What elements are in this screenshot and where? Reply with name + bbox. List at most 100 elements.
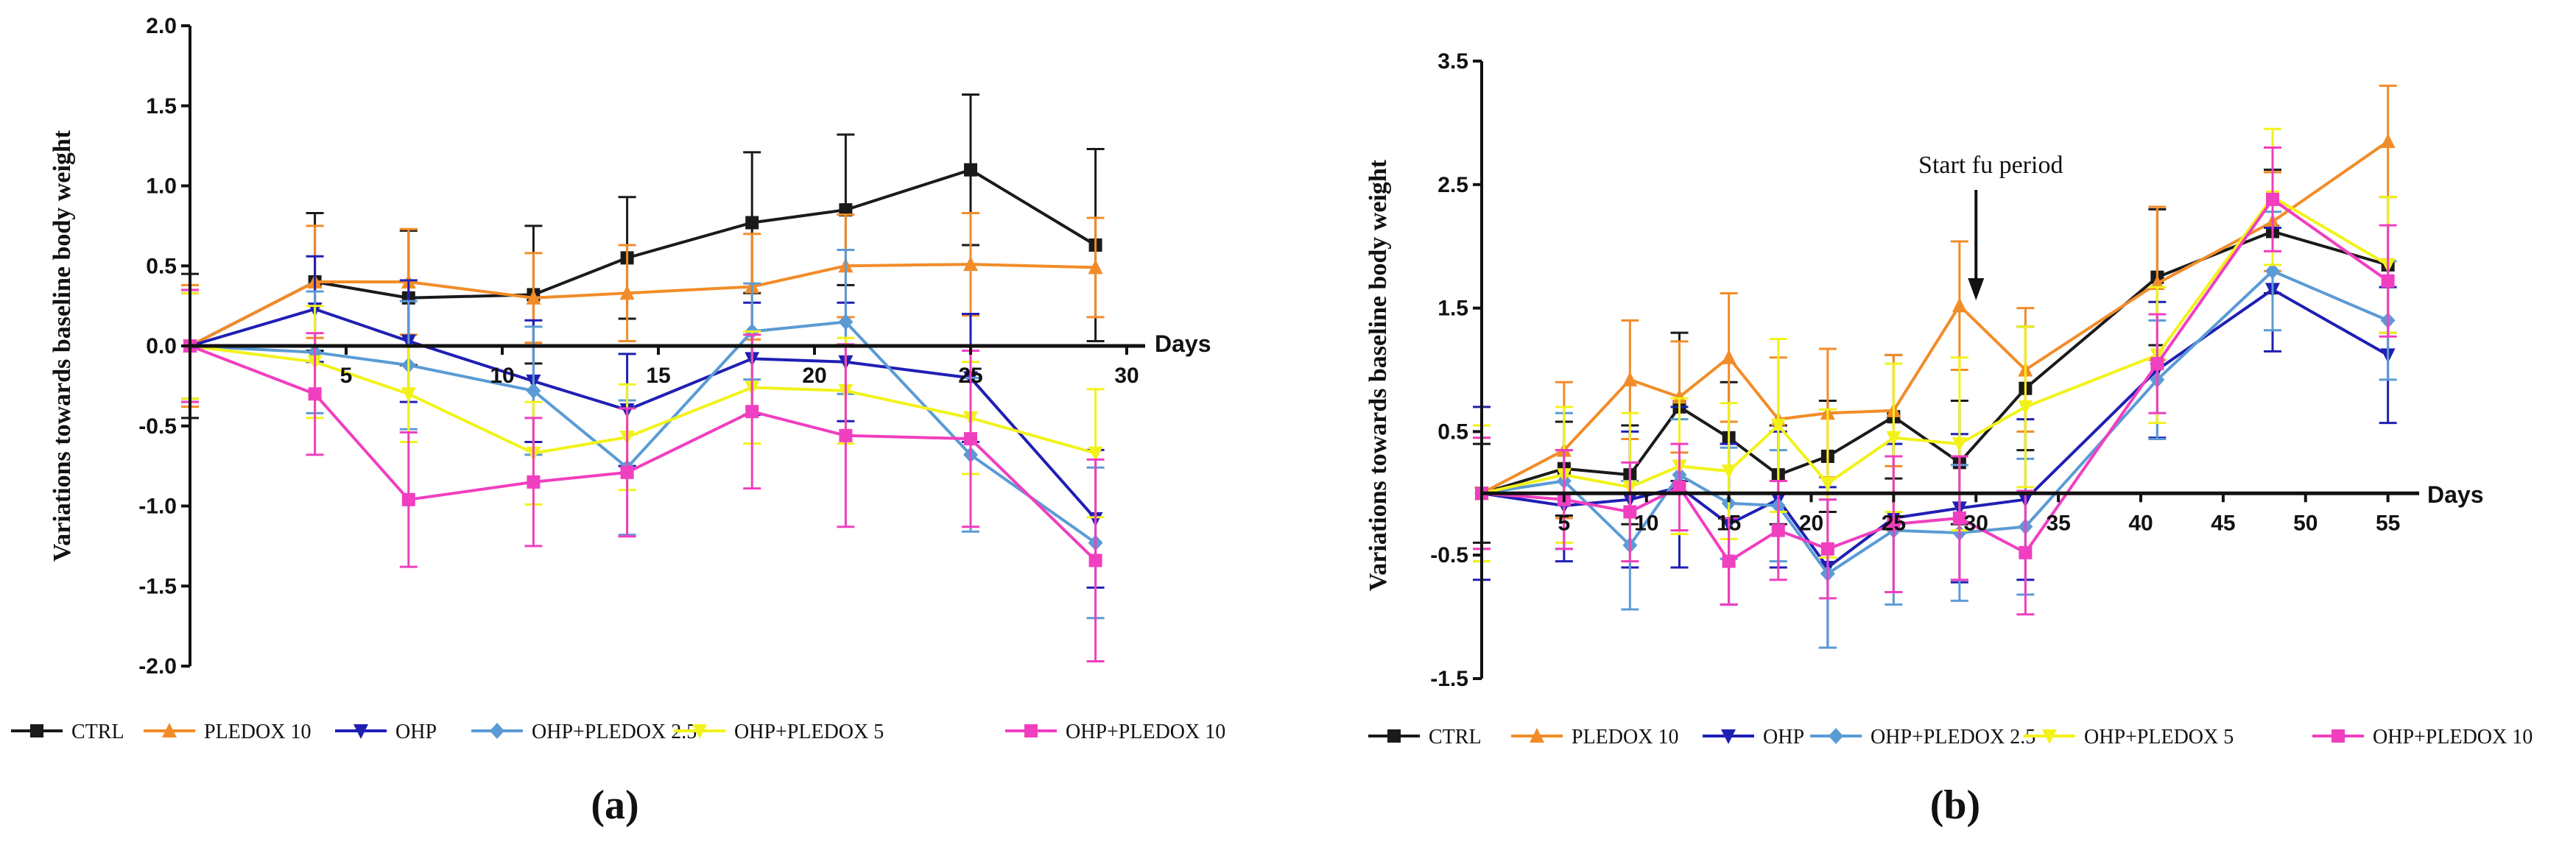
y-tick-label: -1.5 [138, 574, 177, 598]
x-tick-label: 55 [2376, 511, 2400, 535]
x-tick-label: 35 [2046, 511, 2070, 535]
legend-label: OHP+PLEDOX 2.5 [1871, 726, 2035, 749]
chart-b-panel-label: (b) [1930, 782, 1980, 828]
legend-marker [30, 724, 43, 737]
legend-item: OHP+PLEDOX 2.5 [1810, 726, 2035, 749]
data-point [1088, 446, 1103, 461]
legend-label: OHP+PLEDOX 5 [2084, 726, 2234, 749]
data-point [1672, 389, 1687, 404]
data-point [745, 216, 759, 230]
y-tick-label: 0.5 [1437, 420, 1468, 444]
legend-label: CTRL [1429, 726, 1482, 749]
x-tick-label: 15 [1717, 511, 1741, 535]
data-point [1771, 523, 1785, 537]
series-ohp-pledox-10 [1473, 146, 2397, 616]
data-point [2265, 263, 2280, 280]
y-tick-label: 1.0 [146, 174, 177, 199]
legend-item: OHP+PLEDOX 10 [1005, 721, 1225, 743]
chart-b-y-axis-label: Variations towards baseline body weight [1365, 159, 1392, 591]
data-point [1622, 371, 1638, 386]
series-line [189, 263, 1096, 347]
data-point [839, 428, 853, 442]
data-point [963, 256, 978, 272]
y-tick-label: 0.5 [146, 254, 177, 278]
series-line [189, 168, 1097, 347]
x-tick-label: 30 [1114, 364, 1139, 388]
x-tick-label: 5 [340, 364, 353, 388]
x-tick-label: 10 [490, 364, 514, 388]
legend-label: PLEDOX 10 [204, 721, 311, 743]
data-point [745, 405, 759, 419]
legend-item: CTRL [11, 721, 124, 743]
annotation-arrow-head [1968, 278, 1985, 300]
data-point [2019, 545, 2033, 559]
data-point [2266, 192, 2279, 206]
legend-label: PLEDOX 10 [1572, 726, 1678, 749]
x-tick-label: 5 [1558, 511, 1571, 535]
series-line [1481, 197, 2389, 563]
legend-marker [2042, 729, 2057, 744]
x-tick-label: 25 [1882, 511, 1906, 535]
series-ohp-pledox-2-5 [1473, 210, 2397, 649]
series-line [1481, 230, 2389, 495]
data-point [1820, 542, 1834, 556]
legend-label: OHP [1763, 726, 1804, 749]
legend-item: PLEDOX 10 [1511, 726, 1678, 749]
legend-marker [1721, 729, 1736, 744]
legend-item: OHP+PLEDOX 5 [2024, 726, 2234, 749]
legend-marker [353, 724, 368, 739]
data-point [839, 203, 853, 217]
y-tick-label: -0.5 [1430, 543, 1468, 567]
x-tick-label: 30 [1964, 511, 1988, 535]
y-tick-label: 2.5 [1437, 173, 1468, 197]
legend-item: CTRL [1368, 726, 1482, 749]
y-tick-label: 1.5 [1437, 297, 1468, 321]
legend-marker [692, 724, 707, 739]
y-tick-label: -1.0 [138, 495, 177, 519]
chart-b-annotation: Start fu period [1918, 152, 2063, 300]
data-point [1886, 431, 1901, 446]
chart-panel-b: 3.5 2.5 1.5 0.5 -0.5 -1.5 5 10 15 20 25 30 35 40 45 50 5… [1365, 49, 2533, 828]
y-tick-label: -1.5 [1430, 667, 1468, 691]
data-point [2150, 357, 2164, 371]
legend-label: CTRL [71, 721, 124, 743]
legend-marker [1530, 728, 1544, 743]
chart-b-x-axis-label: Days [2427, 481, 2484, 508]
data-point [838, 314, 854, 330]
series-ctrl [1473, 169, 2397, 544]
data-point [308, 387, 322, 401]
x-tick-label: 25 [958, 364, 982, 388]
annotation-start-fu-period: Start fu period [1918, 152, 2063, 179]
data-point [1820, 476, 1835, 492]
data-point [2018, 400, 2033, 415]
series-line [189, 307, 1097, 520]
legend-marker [490, 723, 504, 739]
data-point [401, 492, 415, 506]
data-point [1770, 419, 1786, 434]
legend-item: OHP [1703, 726, 1804, 749]
legend-item: OHP+PLEDOX 5 [674, 721, 884, 743]
x-tick-label: 20 [1799, 511, 1823, 535]
chart-b-legend: CTRL PLEDOX 10 OHP OHP+PLEDOX 2.5 OHP+PLEDOX… [1368, 726, 2533, 749]
legend-label: OHP [395, 721, 437, 743]
data-point [527, 475, 541, 489]
series-ohp [1473, 227, 2397, 649]
legend-marker [162, 723, 177, 737]
legend-marker [1387, 729, 1401, 743]
legend-marker [1829, 728, 1843, 744]
series-ohp-pledox-5 [181, 291, 1105, 519]
data-point [1088, 259, 1103, 275]
data-point [619, 285, 635, 300]
data-point [2380, 133, 2396, 149]
x-tick-label: 50 [2293, 511, 2318, 535]
y-tick-label: 0.0 [146, 334, 177, 358]
legend-label: OHP+PLEDOX 10 [2373, 726, 2533, 749]
y-tick-label: -2.0 [138, 654, 177, 679]
y-tick-label: 1.5 [146, 94, 177, 118]
data-point [2381, 274, 2395, 288]
y-tick-label: -0.5 [138, 414, 177, 439]
x-tick-label: 40 [2128, 511, 2153, 535]
legend-item: OHP+PLEDOX 2.5 [471, 721, 697, 743]
x-tick-label: 45 [2211, 511, 2235, 535]
